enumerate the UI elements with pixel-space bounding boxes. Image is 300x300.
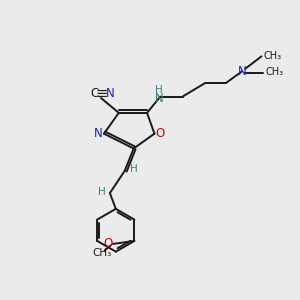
Text: C: C <box>90 87 98 100</box>
Text: N: N <box>94 127 103 140</box>
Text: N: N <box>106 87 114 100</box>
Text: CH₃: CH₃ <box>92 248 111 258</box>
Text: O: O <box>155 127 164 140</box>
Text: N: N <box>238 65 247 78</box>
Text: ≡: ≡ <box>96 86 108 101</box>
Text: CH₃: CH₃ <box>265 67 284 77</box>
Text: N: N <box>155 92 164 105</box>
Text: O: O <box>104 237 113 250</box>
Text: H: H <box>130 164 137 174</box>
Text: H: H <box>155 85 163 95</box>
Text: H: H <box>98 187 105 196</box>
Text: CH₃: CH₃ <box>264 51 282 61</box>
